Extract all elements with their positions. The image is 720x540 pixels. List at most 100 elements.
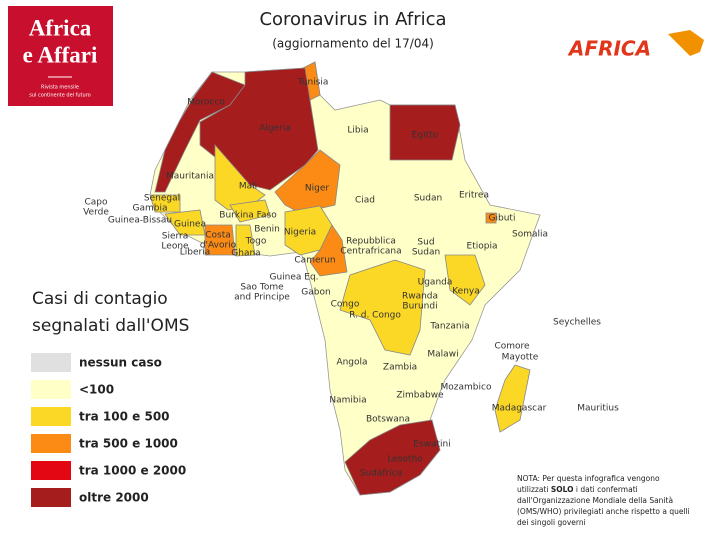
legend-label: tra 1000 e 2000 — [79, 464, 186, 478]
legend-label: tra 100 e 500 — [79, 410, 170, 424]
country-label: Verde — [83, 208, 109, 218]
country-label: Tanzania — [429, 322, 469, 332]
country-label: Algeria — [259, 124, 291, 134]
country-label: Comore — [494, 342, 530, 352]
country-label: Seychelles — [553, 318, 601, 328]
legend-label: nessun caso — [79, 356, 162, 370]
legend-swatch — [31, 488, 71, 507]
country-label: Zambia — [383, 363, 417, 373]
legend-swatch — [31, 434, 71, 453]
note-line: NOTA: Per questa infografica vengono — [517, 474, 660, 483]
note-line: dei singoli governi — [517, 518, 586, 527]
country — [389, 104, 461, 161]
legend-label: <100 — [79, 383, 114, 397]
country-label: Mozambico — [441, 383, 492, 393]
country-label: Uganda — [418, 278, 453, 288]
country-label: Mauritius — [577, 404, 619, 414]
country-label: Costa — [205, 231, 231, 241]
country-label: Madagascar — [492, 404, 547, 414]
country-label: Botswana — [366, 415, 410, 425]
country-label: Sudafrica — [360, 469, 402, 479]
country — [344, 419, 441, 496]
legend-label: tra 500 e 1000 — [79, 437, 178, 451]
country-label: Nigeria — [284, 228, 316, 238]
country-label: and Principe — [234, 293, 290, 303]
country — [204, 224, 236, 256]
country-label: d'Avorio — [200, 241, 237, 251]
country-label: Gabon — [301, 288, 330, 298]
country-label: Tunisia — [297, 78, 329, 88]
note-part: SOLO — [551, 485, 574, 494]
country-label: Sao Tome — [240, 283, 284, 293]
brand-icon — [668, 30, 704, 56]
country-label: Ciad — [355, 196, 375, 206]
country-label: Liberia — [180, 248, 210, 258]
country-label: Somalia — [512, 230, 548, 240]
country-label: Eritrea — [459, 191, 489, 201]
legend-title: Casi di contagio — [32, 289, 168, 309]
country-label: Guinea Eq. — [269, 273, 318, 283]
country-label: R. d. Congo — [349, 311, 401, 321]
logo-tagline: sul continente del futuro — [29, 93, 90, 99]
country-label: Gibuti — [489, 214, 516, 224]
note-line: utilizzati SOLO i dati confermati — [517, 485, 638, 494]
country-label: Angola — [336, 358, 367, 368]
country-label: Kenya — [452, 287, 480, 297]
country-label: Mayotte — [502, 353, 539, 363]
country-label: Sierra — [162, 232, 189, 242]
country-label: Leone — [161, 242, 189, 252]
country-label: Namibia — [329, 396, 366, 406]
country-label: Congo — [331, 300, 360, 310]
subtitle: (aggiornamento del 17/04) — [272, 37, 434, 51]
country-label: Senegal — [144, 194, 180, 204]
country — [444, 254, 486, 306]
country-label: Sudan — [412, 248, 440, 258]
country-label: Sudan — [414, 194, 442, 204]
country — [339, 259, 426, 356]
note-part: i dati confermati — [574, 485, 638, 494]
country-label: Zimbabwe — [396, 391, 444, 401]
country-label: Burkina Faso — [219, 211, 277, 221]
country-label: Repubblica — [346, 237, 396, 247]
country — [494, 364, 531, 433]
legend-swatch — [31, 380, 71, 399]
country-label: Benin — [254, 225, 280, 235]
country — [309, 224, 348, 277]
legend-label: oltre 2000 — [79, 491, 149, 505]
country-label: Lesotho — [387, 455, 423, 465]
country-label: Egitto — [412, 131, 439, 141]
country-label: Rwanda — [402, 292, 438, 302]
country-label: Guinea — [174, 220, 206, 230]
logo-box — [8, 6, 113, 106]
legend-swatch — [31, 353, 71, 372]
country — [274, 149, 341, 214]
country-label: Camerun — [294, 256, 335, 266]
country-label: Togo — [245, 237, 267, 247]
country-label: Sud — [417, 238, 434, 248]
logo-tagline: Rivista mensile — [41, 85, 79, 91]
country-label: Capo — [84, 198, 108, 208]
legend-swatch — [31, 407, 71, 426]
country — [229, 199, 271, 223]
country-label: Etiopia — [467, 242, 498, 252]
country — [199, 67, 319, 191]
country-label: Ghana — [231, 249, 260, 259]
country-label: Libia — [347, 126, 368, 136]
country-label: Gambia — [133, 204, 168, 214]
note-part: utilizzati — [517, 485, 551, 494]
logo-text: e Affari — [23, 42, 98, 67]
logo-text: Africa — [29, 15, 92, 40]
country-label: Burundi — [402, 302, 437, 312]
country-label: Morocco — [187, 98, 225, 108]
country-label: Eswatini — [413, 440, 451, 450]
country-label: Niger — [305, 184, 329, 194]
country — [235, 224, 256, 257]
legend-title: segnalati dall'OMS — [32, 316, 189, 336]
note-line: dall'Organizzazione Mondiale della Sanit… — [517, 496, 673, 505]
title: Coronavirus in Africa — [259, 9, 446, 30]
note-line: (OMS/WHO) privilegiati anche rispetto a … — [517, 507, 690, 516]
country-label: Mauritania — [166, 172, 214, 182]
country-label: Malawi — [427, 350, 458, 360]
brand: AFRICA — [567, 37, 651, 61]
